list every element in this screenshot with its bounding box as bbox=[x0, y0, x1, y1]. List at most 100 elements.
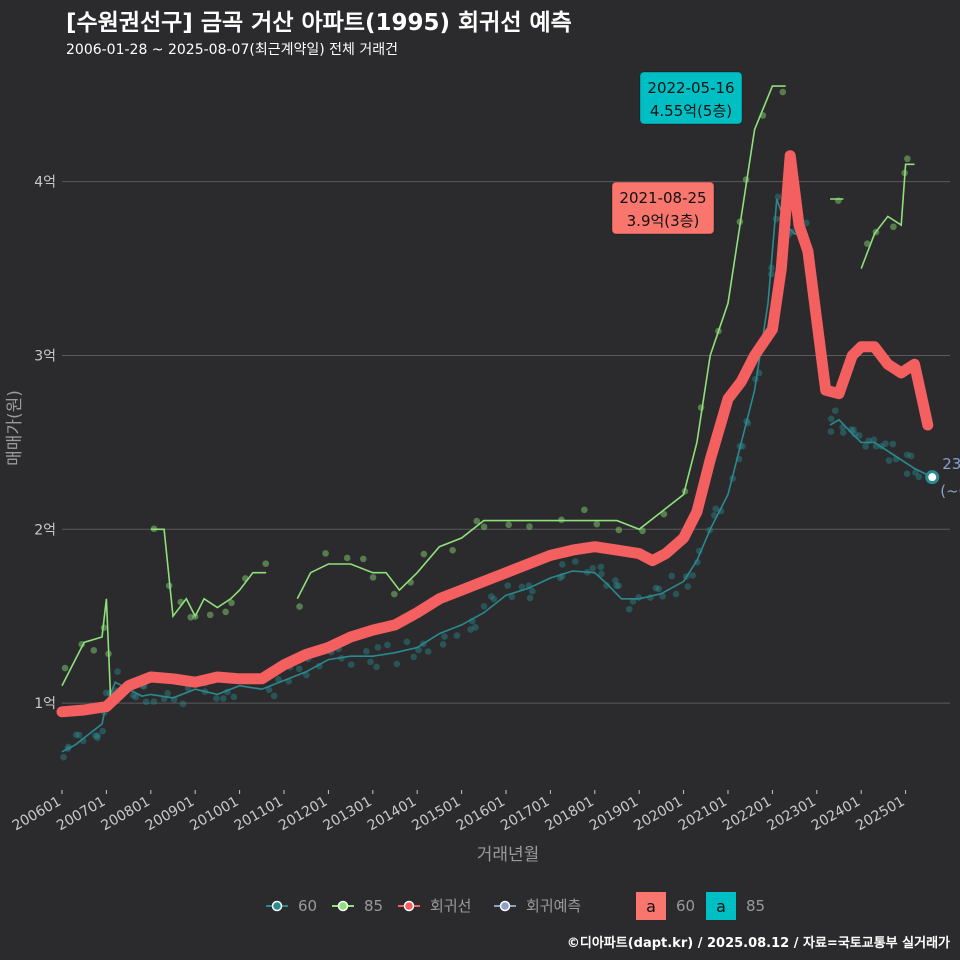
deal-point bbox=[275, 675, 282, 683]
deal-point bbox=[60, 753, 67, 761]
deal-point bbox=[603, 582, 610, 589]
annotation-layer: 2022-05-16 4.55억(5층) 2021-08-25 3.9억(3층) 23,… bbox=[611, 71, 960, 500]
deal-point bbox=[712, 505, 719, 513]
series-line-85 bbox=[61, 85, 915, 704]
deal-point bbox=[526, 594, 534, 602]
deal-point bbox=[915, 473, 923, 481]
deal-point bbox=[343, 554, 351, 562]
deal-point bbox=[403, 638, 411, 646]
deal-point bbox=[91, 732, 99, 739]
deal-point bbox=[652, 584, 660, 592]
deal-point bbox=[480, 523, 488, 531]
x-tick-label: 200701 bbox=[54, 794, 108, 835]
deal-point bbox=[612, 577, 619, 584]
deal-point bbox=[862, 443, 869, 450]
deal-point bbox=[581, 506, 588, 514]
deal-point bbox=[295, 665, 303, 673]
y-axis-title: 매매가(원) bbox=[5, 390, 25, 466]
deal-point bbox=[615, 582, 622, 590]
annotation-date: 2021-08-25 bbox=[619, 189, 706, 207]
x-tick-label: 201501 bbox=[409, 794, 463, 835]
deal-point bbox=[903, 451, 911, 459]
y-tick-layer: 1억 2억 3억 4억 bbox=[34, 175, 56, 712]
x-axis-title: 거래년월 bbox=[477, 845, 540, 865]
deal-point bbox=[373, 663, 380, 671]
forecast-point bbox=[925, 470, 940, 485]
deal-point bbox=[832, 407, 839, 414]
deal-point bbox=[222, 608, 229, 616]
deal-point bbox=[505, 521, 513, 529]
x-tick-label: 200801 bbox=[99, 794, 153, 835]
grid-layer bbox=[62, 181, 950, 704]
deal-point bbox=[102, 689, 110, 697]
deal-point bbox=[480, 603, 488, 610]
legend-label-glyph: a bbox=[646, 897, 656, 916]
y-tick-label: 1억 bbox=[34, 696, 56, 712]
legend-label-swatch bbox=[706, 892, 736, 920]
deal-point bbox=[94, 732, 101, 739]
annotation-date: 2022-05-16 bbox=[647, 79, 734, 97]
deal-point bbox=[303, 671, 310, 679]
deal-point bbox=[518, 583, 526, 591]
deal-point bbox=[655, 585, 663, 593]
forecast-value: 23,075 bbox=[942, 455, 960, 473]
deal-point bbox=[449, 546, 456, 554]
legend-swatch-point bbox=[499, 900, 511, 912]
legend-label: 60 bbox=[298, 897, 317, 915]
annotation-value: 3.9억(3층) bbox=[627, 212, 700, 230]
deal-point bbox=[856, 432, 863, 439]
deal-point bbox=[885, 457, 893, 464]
deal-point bbox=[384, 641, 391, 649]
deal-point bbox=[213, 695, 220, 702]
deal-point bbox=[90, 647, 98, 654]
deal-point bbox=[228, 599, 235, 607]
x-tick-layer: 2006012007012008012009012010012011012012… bbox=[10, 790, 908, 834]
legend-swatch-point bbox=[337, 900, 349, 912]
deal-point bbox=[187, 613, 194, 621]
deal-point bbox=[270, 692, 278, 700]
legend-label: 85 bbox=[364, 897, 383, 915]
deal-point bbox=[410, 653, 418, 661]
x-tick-label: 202201 bbox=[720, 794, 774, 835]
deal-point bbox=[467, 626, 474, 633]
x-tick-label: 201901 bbox=[587, 794, 641, 835]
x-tick-label: 201701 bbox=[498, 794, 552, 835]
deal-point bbox=[625, 605, 633, 613]
x-tick-label: 201201 bbox=[276, 794, 330, 835]
deal-point bbox=[490, 595, 498, 603]
deal-point bbox=[613, 582, 620, 590]
x-tick-label: 201801 bbox=[543, 794, 597, 835]
deal-point bbox=[219, 695, 227, 702]
deal-point bbox=[668, 572, 676, 580]
deal-point bbox=[439, 640, 447, 648]
legend-swatch-point bbox=[403, 900, 415, 912]
x-tick-label: 202501 bbox=[853, 794, 907, 835]
deal-point bbox=[660, 510, 668, 518]
deal-point bbox=[129, 691, 137, 699]
deal-point bbox=[424, 648, 432, 655]
deal-point bbox=[779, 88, 787, 96]
deal-point bbox=[635, 594, 643, 601]
x-tick-label: 201401 bbox=[365, 794, 419, 835]
deal-point bbox=[890, 223, 897, 231]
x-tick-label: 201001 bbox=[187, 794, 241, 835]
deal-point bbox=[265, 686, 273, 694]
deal-point bbox=[393, 660, 401, 668]
deal-point bbox=[99, 727, 107, 735]
deal-point bbox=[164, 690, 171, 697]
deal-point bbox=[473, 517, 481, 525]
deal-point bbox=[851, 430, 859, 438]
deal-point bbox=[441, 633, 448, 640]
legend-label: 회귀예측 bbox=[526, 897, 581, 915]
deal-point bbox=[907, 452, 915, 460]
legend-label-text: 85 bbox=[746, 897, 765, 915]
legend-swatch-point bbox=[271, 900, 283, 912]
deal-point bbox=[571, 558, 579, 565]
forecast-unit: (~60㎡) bbox=[940, 482, 960, 500]
x-tick-label: 201301 bbox=[321, 794, 375, 835]
deal-point bbox=[359, 555, 367, 563]
y-tick-label: 2억 bbox=[34, 522, 56, 538]
deal-point bbox=[230, 693, 238, 701]
